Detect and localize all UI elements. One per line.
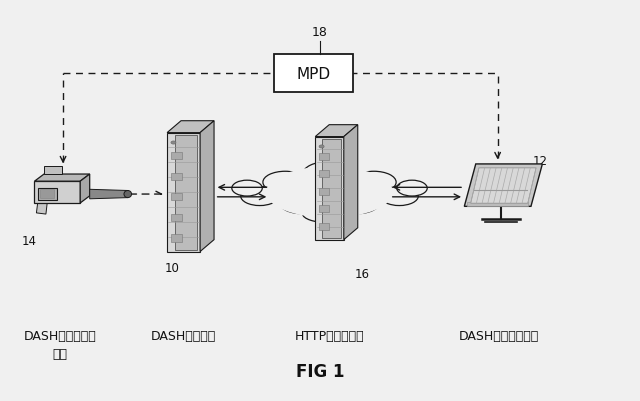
Ellipse shape (241, 187, 279, 206)
Ellipse shape (244, 159, 415, 226)
Ellipse shape (266, 167, 393, 218)
Text: 18: 18 (312, 26, 328, 39)
Polygon shape (90, 190, 128, 199)
FancyBboxPatch shape (274, 55, 353, 93)
Text: 12: 12 (532, 155, 548, 168)
FancyBboxPatch shape (171, 153, 182, 160)
Polygon shape (200, 122, 214, 252)
FancyBboxPatch shape (319, 223, 329, 230)
Ellipse shape (263, 172, 307, 194)
Circle shape (171, 142, 176, 145)
Polygon shape (316, 126, 358, 137)
Ellipse shape (124, 191, 132, 198)
FancyBboxPatch shape (319, 171, 329, 178)
Polygon shape (80, 174, 90, 203)
Ellipse shape (303, 162, 356, 188)
Text: MPD: MPD (296, 67, 331, 81)
FancyBboxPatch shape (171, 194, 182, 201)
Text: 16: 16 (355, 268, 370, 281)
FancyBboxPatch shape (171, 173, 182, 180)
Polygon shape (322, 139, 340, 238)
Ellipse shape (352, 172, 396, 194)
Text: DASHコンテンツ
準備: DASHコンテンツ 準備 (24, 329, 96, 360)
Text: DASHクライアント: DASHクライアント (459, 329, 539, 342)
Ellipse shape (331, 194, 379, 215)
Polygon shape (35, 174, 90, 182)
Text: FIG 1: FIG 1 (296, 363, 344, 381)
Polygon shape (167, 133, 200, 252)
Text: 14: 14 (22, 234, 37, 247)
Ellipse shape (232, 181, 262, 196)
FancyBboxPatch shape (38, 188, 57, 200)
Text: DASHサーバー: DASHサーバー (151, 329, 216, 342)
FancyBboxPatch shape (171, 215, 182, 221)
Ellipse shape (380, 187, 419, 206)
Polygon shape (167, 122, 214, 133)
FancyBboxPatch shape (319, 188, 329, 195)
Polygon shape (35, 182, 80, 203)
FancyBboxPatch shape (171, 235, 182, 242)
Text: 10: 10 (164, 262, 179, 275)
FancyBboxPatch shape (44, 167, 62, 174)
Ellipse shape (303, 205, 356, 223)
Polygon shape (465, 164, 542, 207)
Polygon shape (470, 168, 536, 204)
Ellipse shape (397, 181, 428, 196)
Polygon shape (175, 135, 197, 250)
FancyBboxPatch shape (319, 154, 329, 160)
FancyBboxPatch shape (467, 203, 528, 207)
Ellipse shape (280, 194, 328, 215)
Text: HTTPキャッシュ: HTTPキャッシュ (294, 329, 364, 342)
Polygon shape (344, 126, 358, 240)
FancyBboxPatch shape (319, 206, 329, 213)
Polygon shape (316, 137, 344, 240)
Polygon shape (36, 203, 47, 215)
Circle shape (319, 146, 324, 149)
FancyBboxPatch shape (40, 190, 54, 199)
